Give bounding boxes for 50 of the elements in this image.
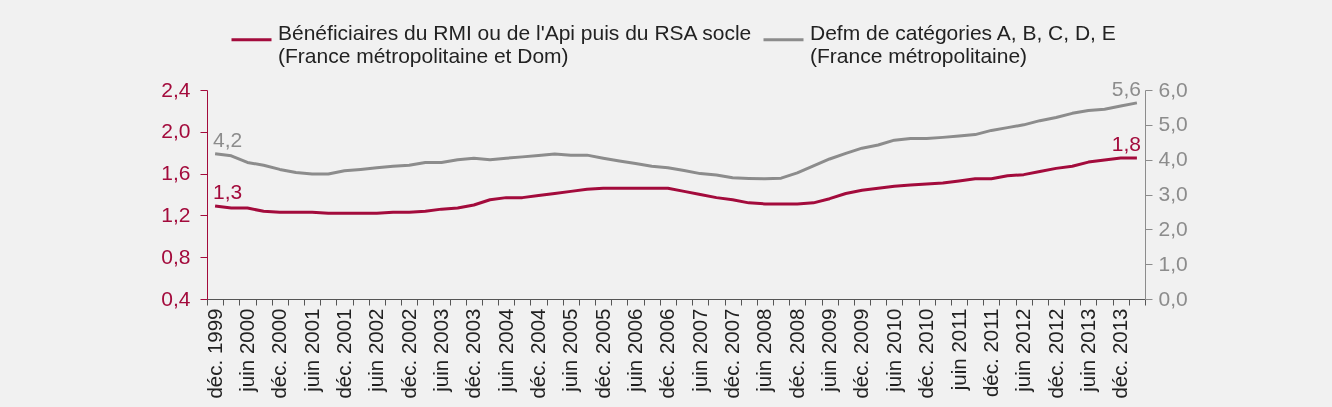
x-tick-label: juin 2013 [1075, 308, 1099, 393]
y-tick-label: 2,0 [161, 119, 191, 143]
x-tick-label: juin 2007 [687, 308, 711, 393]
x-tick-label: juin 2012 [1011, 308, 1035, 393]
x-tick-label: juin 2008 [752, 308, 776, 393]
y2-tick-label: 5,0 [1158, 112, 1188, 136]
x-tick-label: juin 2002 [364, 308, 388, 393]
y-tick-label: 1,2 [161, 202, 191, 226]
data-label: 1,8 [1111, 131, 1141, 155]
y-tick-label: 1,6 [161, 161, 191, 185]
x-tick-label: juin 2000 [234, 308, 258, 393]
x-tick-label: déc. 2000 [267, 308, 291, 399]
x-tick-label: juin 2005 [558, 308, 582, 393]
y2-tick-label: 0,0 [1158, 286, 1188, 310]
x-tick-label: déc. 2002 [396, 308, 420, 399]
y2-tick-label: 3,0 [1158, 182, 1188, 205]
y-tick-label: 0,4 [161, 286, 191, 310]
data-label: 1,3 [213, 179, 243, 203]
y2-tick-label: 6,0 [1158, 77, 1188, 101]
y2-tick-label: 1,0 [1158, 251, 1188, 275]
x-tick-label: juin 2004 [493, 308, 517, 393]
line-series [213, 101, 1139, 181]
y2-tick-label: 4,0 [1158, 147, 1188, 171]
line-series [213, 156, 1139, 215]
y2-tick-label: 2,0 [1158, 216, 1188, 240]
x-tick-label: déc. 2013 [1108, 308, 1132, 399]
x-tick-label: déc. 2003 [461, 308, 485, 399]
legend-label: Bénéficiaires du RMI ou de l'Api puis du RSA socle (France métropolitaine et Dom) [278, 20, 752, 67]
x-tick-label: déc. 2001 [331, 308, 355, 399]
x-tick-label: juin 2003 [429, 308, 452, 393]
x-tick-label: déc. 2007 [720, 308, 744, 399]
x-tick-label: déc. 2005 [590, 308, 614, 399]
y-tick-label: 2,4 [161, 77, 191, 101]
x-tick-label: juin 2011 [946, 308, 970, 392]
x-tick-label: déc. 2006 [655, 308, 679, 399]
x-tick-label: déc. 2011 [978, 308, 1002, 398]
x-tick-label: déc. 2008 [784, 308, 808, 399]
x-tick-label: juin 2009 [817, 308, 841, 393]
x-tick-label: juin 2006 [623, 308, 647, 393]
data-label: 4,2 [213, 127, 243, 151]
y-tick-label: 0,8 [161, 244, 191, 268]
x-tick-label: déc. 2012 [1043, 308, 1067, 399]
x-tick-label: déc. 2009 [849, 308, 873, 399]
data-label: 5,6 [1111, 76, 1141, 100]
x-tick-label: déc. 2010 [914, 308, 938, 399]
x-tick-label: juin 2001 [299, 308, 323, 393]
x-tick-label: déc. 2004 [526, 308, 550, 399]
x-tick-label: déc. 1999 [202, 308, 226, 399]
legend-label: Defm de catégories A, B, C, D, E (France métropolitaine) [810, 20, 1116, 67]
x-tick-label: juin 2010 [881, 308, 905, 393]
